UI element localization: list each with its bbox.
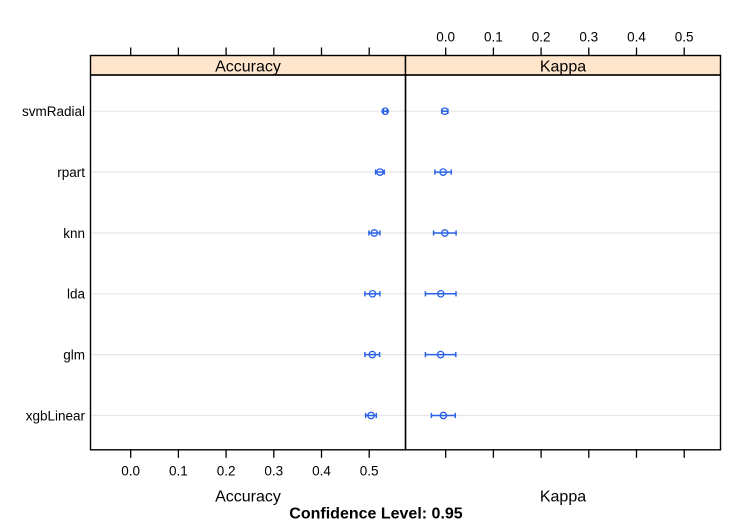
- svg-text:0.3: 0.3: [264, 463, 283, 478]
- svg-text:0.4: 0.4: [312, 463, 331, 478]
- svg-text:0.0: 0.0: [121, 463, 140, 478]
- svg-text:0.2: 0.2: [532, 29, 551, 44]
- svg-text:rpart: rpart: [57, 165, 85, 180]
- svg-text:0.3: 0.3: [579, 29, 598, 44]
- svg-text:Accuracy: Accuracy: [215, 489, 281, 506]
- svg-text:Confidence Level: 0.95: Confidence Level: 0.95: [289, 506, 462, 523]
- svg-text:lda: lda: [67, 287, 86, 302]
- svg-text:glm: glm: [63, 348, 85, 363]
- svg-text:0.2: 0.2: [217, 463, 236, 478]
- svg-text:0.0: 0.0: [436, 29, 455, 44]
- svg-text:knn: knn: [63, 226, 85, 241]
- svg-text:0.1: 0.1: [169, 463, 188, 478]
- svg-text:Accuracy: Accuracy: [215, 58, 281, 75]
- svg-text:xgbLinear: xgbLinear: [26, 408, 86, 423]
- svg-text:0.5: 0.5: [675, 29, 694, 44]
- svg-text:Kappa: Kappa: [540, 58, 586, 75]
- svg-text:0.4: 0.4: [627, 29, 646, 44]
- svg-text:0.5: 0.5: [360, 463, 379, 478]
- svg-text:Kappa: Kappa: [540, 489, 586, 506]
- svg-text:0.1: 0.1: [484, 29, 503, 44]
- svg-text:svmRadial: svmRadial: [22, 104, 85, 119]
